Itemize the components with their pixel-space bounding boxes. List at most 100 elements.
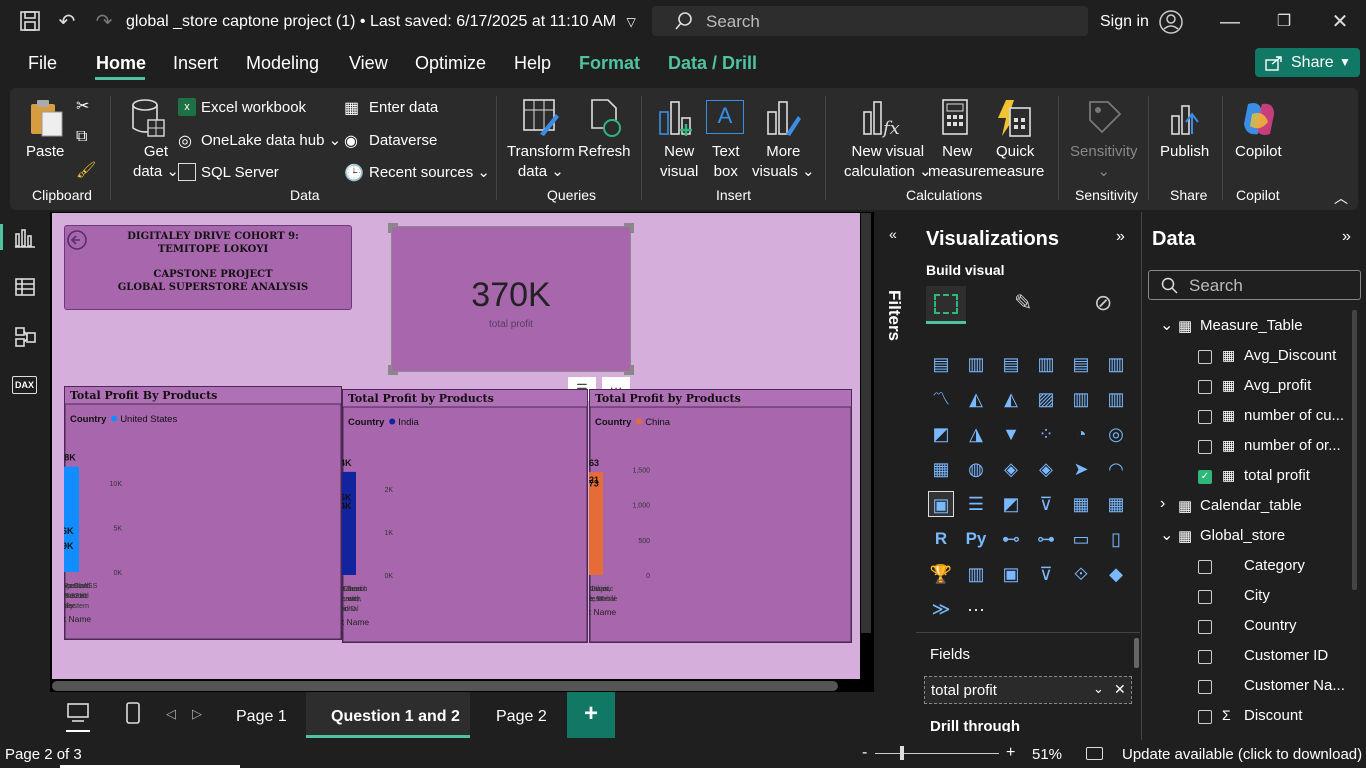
clustered-bar-chart-icon[interactable]: ▤: [1002, 354, 1020, 374]
report-view-icon[interactable]: [14, 226, 36, 253]
kpi-icon[interactable]: ◩: [1002, 494, 1020, 514]
tab-question-1-and-2[interactable]: Question 1 and 2: [306, 692, 470, 738]
close-icon[interactable]: ✕: [1331, 11, 1349, 33]
refresh-button[interactable]: Refresh: [578, 143, 631, 160]
next-page-icon[interactable]: ▷: [192, 706, 202, 721]
r-visual-icon[interactable]: R: [934, 529, 948, 548]
expand-icon[interactable]: «: [889, 226, 897, 242]
azure-map-icon[interactable]: ➤: [1073, 459, 1089, 479]
publish-button[interactable]: Publish: [1160, 143, 1210, 160]
resize-handle[interactable]: [388, 365, 398, 375]
donut-chart-icon[interactable]: ◎: [1108, 424, 1124, 444]
vertical-scrollbar[interactable]: [861, 213, 871, 633]
menu-format[interactable]: Format: [579, 53, 641, 73]
ribbon-chart-icon[interactable]: ▨: [1037, 389, 1055, 409]
100-stacked-column-chart-icon[interactable]: ▥: [1107, 354, 1125, 374]
multi-row-card-icon[interactable]: ☰: [967, 494, 985, 514]
qa-visual-icon[interactable]: ▭: [1072, 529, 1090, 549]
checkbox[interactable]: [1198, 710, 1212, 724]
pie-chart-icon[interactable]: ◔: [1075, 424, 1087, 444]
viz-pane-scrollbar[interactable]: [1134, 638, 1139, 668]
share-button[interactable]: Share ▼: [1255, 48, 1360, 77]
search-input[interactable]: Search: [652, 6, 1088, 36]
power-apps-icon[interactable]: ◆: [1109, 564, 1123, 584]
avatar-icon[interactable]: [1158, 9, 1184, 40]
checkbox[interactable]: [1198, 650, 1212, 664]
back-arrow-icon[interactable]: [66, 229, 88, 256]
menu-insert[interactable]: Insert: [173, 53, 219, 73]
scatter-dots-chart-icon[interactable]: ⁘: [1038, 424, 1054, 444]
decomposition-tree-icon[interactable]: ⊶: [1037, 529, 1055, 549]
sql-server-button[interactable]: SQL Server: [201, 164, 279, 181]
checkbox[interactable]: [1198, 680, 1212, 694]
resize-handle[interactable]: [624, 223, 634, 233]
paginated-report-icon[interactable]: 🏆: [929, 564, 953, 584]
sensitivity-button[interactable]: Sensitivity ⌄: [1070, 142, 1138, 182]
model-view-icon[interactable]: [14, 326, 36, 353]
resize-handle[interactable]: [388, 223, 398, 233]
filled-map-icon[interactable]: ◈: [1004, 459, 1018, 479]
table-view-icon[interactable]: [14, 276, 36, 303]
add-page-button[interactable]: +: [567, 692, 615, 738]
remove-field-icon[interactable]: ✕: [1114, 681, 1126, 697]
filters-label[interactable]: Filters: [885, 290, 904, 342]
copilot-button[interactable]: Copilot: [1235, 143, 1282, 160]
field-well[interactable]: total profit ⌄ ✕: [924, 676, 1132, 704]
new-measure-button[interactable]: New measure: [928, 142, 986, 182]
more-visuals-icon[interactable]: ···: [967, 599, 985, 619]
undo-icon[interactable]: ↶: [58, 11, 76, 33]
prev-page-icon[interactable]: ◁: [166, 706, 176, 721]
chevron-right-icon[interactable]: ›: [1160, 495, 1166, 512]
checkbox[interactable]: [1198, 440, 1212, 454]
chevron-down-icon[interactable]: ⌄: [1093, 681, 1104, 696]
recent-sources-button[interactable]: Recent sources ⌄: [369, 164, 490, 181]
excel-workbook-button[interactable]: Excel workbook: [201, 99, 307, 116]
menu-modeling[interactable]: Modeling: [246, 53, 320, 73]
tab-page-2[interactable]: Page 2: [496, 708, 547, 725]
new-visual-button[interactable]: New visual: [660, 142, 698, 182]
enter-data-button[interactable]: Enter data: [369, 99, 439, 116]
dataverse-button[interactable]: Dataverse: [369, 132, 438, 149]
horizontal-scrollbar[interactable]: [52, 681, 838, 691]
copy-icon[interactable]: ⧉: [76, 128, 88, 145]
more-visuals-button[interactable]: More visuals ⌄: [752, 142, 815, 182]
save-icon[interactable]: [18, 10, 42, 34]
checkbox[interactable]: [1198, 560, 1212, 574]
sign-in-link[interactable]: Sign in: [1100, 13, 1149, 30]
checkbox[interactable]: [1198, 620, 1212, 634]
stacked-area-chart-icon[interactable]: ◭: [1004, 389, 1018, 409]
line-chart-icon[interactable]: 〽: [932, 389, 950, 409]
menu-file[interactable]: File: [28, 53, 58, 73]
dax-query-view-icon[interactable]: DAX: [12, 376, 38, 394]
redo-icon[interactable]: ↷: [95, 11, 113, 33]
slicer-new-icon[interactable]: ⊽: [1039, 564, 1053, 584]
menu-optimize[interactable]: Optimize: [415, 53, 487, 73]
narrative-icon[interactable]: ≫: [931, 599, 951, 619]
cut-icon[interactable]: ✂: [76, 98, 90, 115]
zoom-in-icon[interactable]: +: [1006, 744, 1016, 761]
chart-us[interactable]: Total Profit By Products Country United St…: [64, 386, 342, 640]
gauge-icon[interactable]: ◠: [1108, 459, 1124, 479]
menu-data-drill[interactable]: Data / Drill: [668, 53, 758, 73]
format-visual-icon[interactable]: ✎: [1014, 290, 1033, 315]
checkbox[interactable]: [1198, 410, 1212, 424]
zoom-slider[interactable]: [875, 753, 999, 754]
format-painter-icon[interactable]: 🖌: [76, 162, 97, 179]
collapse-pane-icon[interactable]: »: [1116, 228, 1125, 245]
100-stacked-bar-chart-icon[interactable]: ▤: [1072, 354, 1090, 374]
slicer-icon[interactable]: ⊽: [1039, 494, 1053, 514]
zoom-out-icon[interactable]: -: [862, 744, 868, 761]
collapse-pane-icon[interactable]: »: [1342, 228, 1351, 245]
restore-icon[interactable]: ❐: [1276, 13, 1292, 30]
data-pane-scrollbar[interactable]: [1352, 310, 1357, 590]
shape-map-icon[interactable]: ◈: [1039, 459, 1053, 479]
collapse-ribbon-icon[interactable]: ︿: [1334, 190, 1348, 206]
get-data-button[interactable]: Get data ⌄: [133, 142, 179, 182]
text-box-button[interactable]: Text box: [712, 142, 740, 182]
checkbox[interactable]: [1198, 350, 1212, 364]
menu-home[interactable]: Home: [96, 53, 147, 73]
power-automate-icon[interactable]: ⟐: [1073, 564, 1089, 584]
tab-page-1[interactable]: Page 1: [236, 708, 287, 725]
kpi-card[interactable]: [391, 226, 631, 372]
chart-india[interactable]: Total Profit by Products Country India 2K 1K…: [342, 389, 588, 643]
